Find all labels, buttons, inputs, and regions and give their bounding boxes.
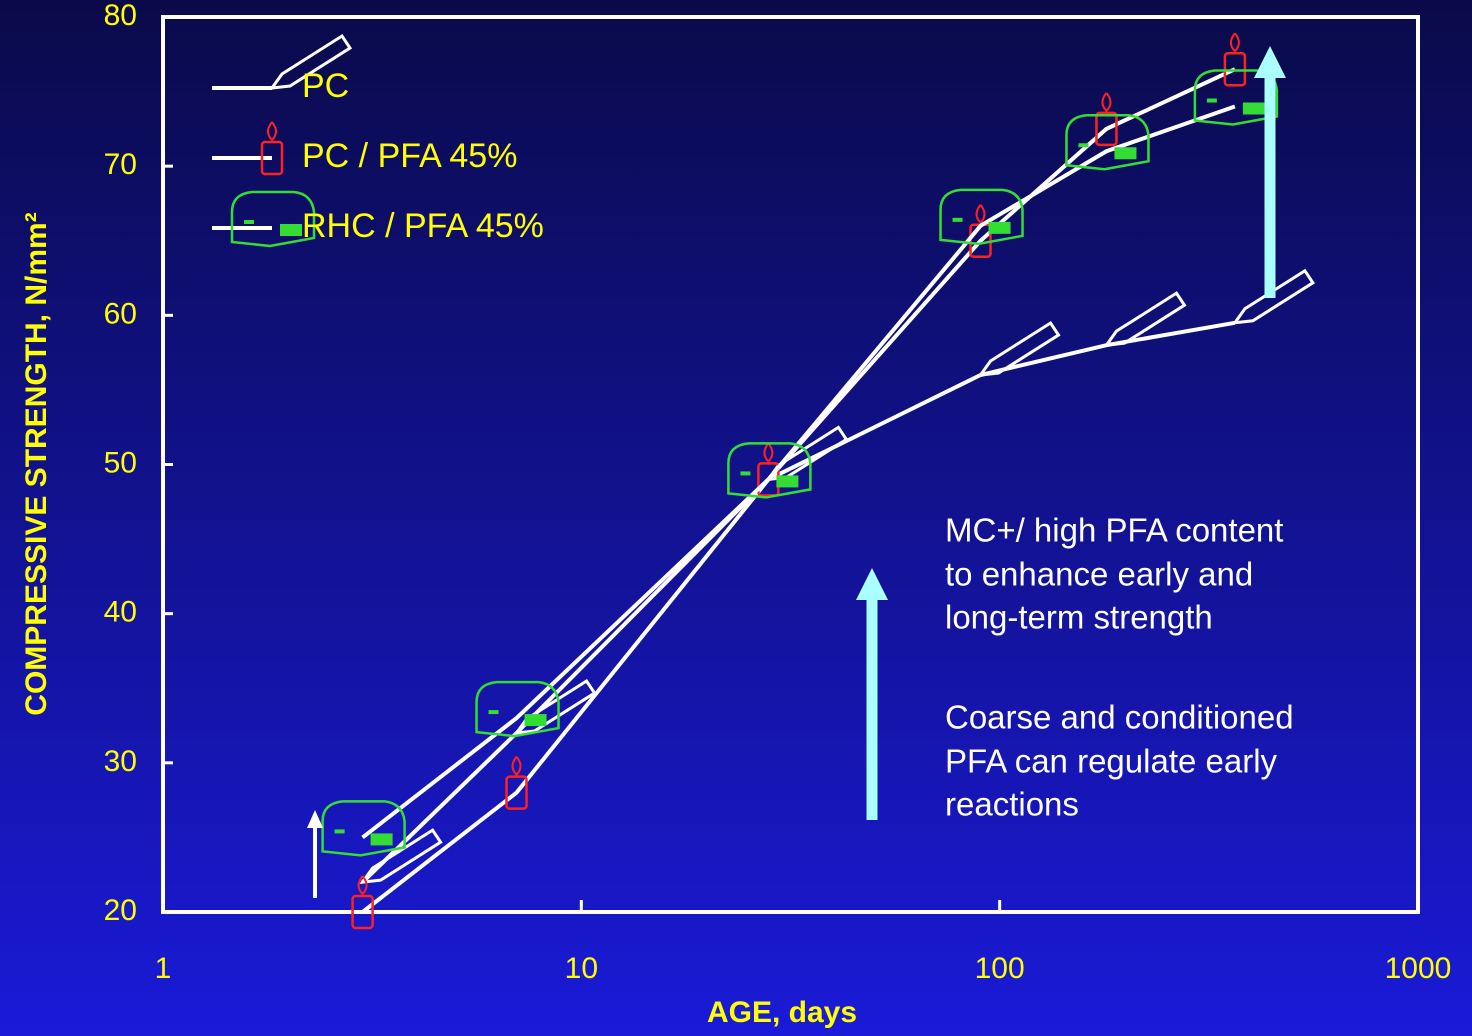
data-point: [351, 875, 374, 930]
data-point: [1193, 69, 1279, 126]
series-line: [361, 104, 1236, 839]
data-point: [1103, 291, 1187, 348]
data-point-part: [1095, 111, 1118, 147]
data-point-part: [475, 680, 560, 738]
annotation-line: PFA can regulate early: [945, 743, 1278, 780]
data-point: [1231, 268, 1315, 325]
data-point-part: [1206, 98, 1217, 103]
data-point: [1065, 114, 1150, 171]
legend-marker-part: [244, 220, 254, 224]
data-point-part: [977, 320, 1061, 377]
data-point-part: [1065, 114, 1150, 171]
annotation-line: to enhance early and: [945, 556, 1253, 593]
legend-marker: [268, 33, 353, 90]
data-point-part: [1242, 102, 1265, 115]
data-point-part: [988, 221, 1011, 234]
annotation-arrows: [307, 46, 1286, 898]
arrow-head: [856, 568, 888, 600]
data-point: [505, 756, 528, 810]
data-point-part: [740, 471, 751, 476]
legend-marker: [230, 190, 316, 248]
data-point-part: [1193, 69, 1279, 126]
data-point-part: [524, 714, 547, 727]
data-point-part: [952, 217, 963, 222]
annotation-line: reactions: [945, 786, 1079, 823]
annotation-line: long-term strength: [945, 599, 1213, 636]
legend-label: RHC / PFA 45%: [302, 207, 544, 245]
x-tick-label: 1000: [1385, 952, 1452, 985]
data-point-part: [488, 710, 499, 715]
data-point-part: [511, 756, 522, 777]
arrow-head: [1254, 46, 1286, 78]
data-point-part: [359, 828, 443, 885]
x-tick-label: 10: [565, 952, 598, 985]
legend-marker-part: [230, 190, 316, 248]
data-point-part: [357, 875, 368, 896]
annotation: MC+/ high PFA content to enhance early a…: [945, 512, 1294, 823]
data-point-part: [321, 800, 406, 857]
y-tick-label: 50: [104, 446, 137, 479]
data-point: [1223, 32, 1247, 87]
data-point: [727, 442, 812, 499]
data-point-part: [975, 204, 986, 225]
legend-marker: [260, 121, 284, 176]
y-axis-title: COMPRESSIVE STRENGTH, N/mm²: [20, 212, 53, 715]
data-point-part: [1114, 147, 1137, 160]
legend-marker-part: [260, 140, 284, 176]
legend-label: PC / PFA 45%: [302, 137, 517, 175]
data-point-part: [334, 829, 345, 834]
data-point: [475, 680, 560, 738]
y-tick-label: 40: [104, 596, 137, 629]
y-tick-label: 20: [104, 894, 137, 927]
annotation-line: MC+/ high PFA content: [945, 512, 1283, 549]
y-tick-label: 70: [104, 148, 137, 181]
arrow-head: [307, 810, 323, 828]
data-point: [359, 828, 443, 885]
x-tick-label: 1: [155, 952, 172, 985]
data-point: [977, 320, 1061, 377]
plot-area: 20 30 40 50 60 70 80 1 10 100 1000 PC PC / PFA 45% RH…: [104, 0, 1452, 985]
data-point-part: [1103, 291, 1187, 348]
x-axis-title: AGE, days: [707, 996, 857, 1029]
y-tick-label: 30: [104, 745, 137, 778]
legend-marker-part: [267, 121, 277, 142]
data-point-part: [763, 442, 774, 463]
y-tick-label: 60: [104, 297, 137, 330]
data-point-part: [370, 833, 393, 846]
data-point-part: [727, 442, 812, 499]
series-line: [361, 67, 1236, 914]
data-point-part: [939, 188, 1024, 246]
data-point-part: [351, 894, 374, 930]
data-point: [1095, 92, 1118, 147]
legend-marker-part: [280, 224, 302, 236]
annotation-line: Coarse and conditioned: [945, 699, 1294, 736]
data-point-part: [1078, 143, 1089, 148]
data-point-part: [776, 475, 799, 488]
data-point: [939, 188, 1024, 246]
data-point-part: [1101, 92, 1112, 113]
y-tick-label: 80: [104, 0, 137, 32]
data-point-part: [1229, 32, 1240, 53]
data-point: [321, 800, 406, 857]
data-point-part: [1223, 51, 1247, 87]
x-tick-label: 100: [975, 952, 1025, 985]
legend-marker-part: [268, 33, 353, 90]
data-point-part: [1231, 268, 1315, 325]
legend-label: PC: [302, 67, 349, 105]
data-point-part: [505, 775, 528, 810]
